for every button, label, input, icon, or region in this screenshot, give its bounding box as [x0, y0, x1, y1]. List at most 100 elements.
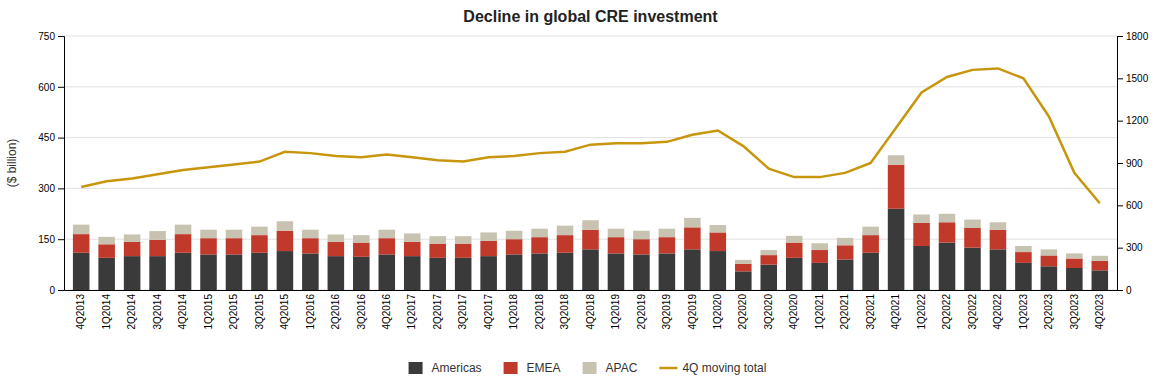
tick-label: 1Q2016	[305, 294, 316, 330]
bar	[837, 245, 854, 259]
bar	[684, 227, 701, 249]
legend-label: 4Q moving total	[682, 361, 766, 375]
bar	[1092, 261, 1109, 270]
bar	[353, 257, 370, 290]
bar-series	[73, 155, 1108, 264]
bar	[175, 253, 192, 290]
bar	[506, 239, 523, 254]
tick-label: 3Q2015	[254, 294, 265, 330]
tick: 2Q2018	[534, 294, 545, 330]
tick-label: 1Q2018	[508, 294, 519, 330]
tick: 2Q2023	[1043, 294, 1054, 330]
tick-label: 3Q2023	[1069, 294, 1080, 330]
bar	[175, 234, 192, 253]
tick-mark	[1117, 163, 1123, 164]
tick: 3Q2016	[356, 294, 367, 330]
tick: 4Q2023	[1094, 294, 1105, 330]
tick-label: 300	[1126, 242, 1143, 253]
bar	[633, 231, 650, 239]
grid	[64, 36, 1117, 290]
grid-line	[64, 137, 1117, 138]
bar	[710, 232, 727, 251]
tick: 4Q2013	[75, 294, 86, 330]
bar	[760, 255, 777, 264]
tick-mark	[58, 138, 64, 139]
tick-label: 1Q2021	[814, 294, 825, 330]
legend-swatch	[583, 362, 597, 374]
bar	[1066, 259, 1083, 268]
tick-label: 600	[1126, 200, 1143, 211]
tick-label: 4Q2023	[1094, 294, 1105, 330]
bar	[149, 231, 166, 240]
bar	[429, 244, 446, 258]
bar	[1041, 249, 1058, 255]
bar	[1092, 256, 1109, 261]
x-axis: 4Q20131Q20142Q20143Q20144Q20141Q20152Q20…	[65, 291, 1118, 330]
tick-label: 1Q2020	[712, 294, 723, 330]
bar	[149, 240, 166, 256]
tick: 4Q2014	[177, 294, 188, 330]
bar	[328, 234, 345, 241]
bar	[429, 258, 446, 290]
tick: 2Q2016	[330, 294, 341, 330]
bar	[964, 228, 981, 248]
bar	[710, 225, 727, 232]
bar	[73, 234, 90, 253]
legend-swatch	[504, 362, 518, 374]
tick-label: 3Q2017	[457, 294, 468, 330]
bar	[98, 244, 115, 258]
tick-label: 3Q2014	[152, 294, 163, 330]
tick: 1Q2016	[305, 294, 316, 330]
bar	[964, 220, 981, 228]
tick: 1Q2017	[406, 294, 417, 330]
bar	[557, 253, 574, 290]
legend-item: 4Q moving total	[659, 361, 766, 375]
bar	[378, 254, 395, 290]
tick: 300	[38, 183, 64, 194]
tick-mark	[1117, 78, 1123, 79]
legend: AmericasEMEAAPAC4Q moving total	[409, 361, 767, 375]
tick: 1500	[1117, 73, 1149, 84]
bar	[251, 253, 268, 290]
bar	[837, 260, 854, 290]
tick-label: 4Q2017	[483, 294, 494, 330]
axis-line	[58, 37, 65, 291]
tick: 4Q2022	[992, 294, 1003, 330]
axis-line	[1118, 37, 1124, 291]
tick-label: 4Q2021	[890, 294, 901, 330]
bar	[480, 256, 497, 290]
tick-label: 1Q2023	[1018, 294, 1029, 330]
tick-label: 1Q2014	[101, 294, 112, 330]
bar	[506, 231, 523, 239]
tick-label: 2Q2019	[636, 294, 647, 330]
bar	[302, 253, 319, 290]
tick-mark	[1117, 205, 1123, 206]
bar	[913, 223, 930, 246]
tick-mark	[1117, 36, 1123, 37]
tick-label: 0	[1126, 285, 1132, 296]
bar	[175, 225, 192, 234]
axis-title: ($ billion)	[5, 139, 19, 188]
bar	[124, 242, 141, 256]
bar	[1041, 266, 1058, 290]
bar	[378, 238, 395, 254]
tick: 4Q2020	[788, 294, 799, 330]
tick: 2Q2022	[941, 294, 952, 330]
tick: 4Q2018	[585, 294, 596, 330]
bar	[939, 214, 956, 222]
bar	[582, 249, 599, 290]
bar	[404, 242, 421, 256]
tick: 1Q2019	[610, 294, 621, 330]
tick-label: 4Q2020	[788, 294, 799, 330]
bar	[1015, 263, 1032, 290]
bar	[735, 271, 752, 290]
bar	[786, 258, 803, 290]
bar	[608, 237, 625, 253]
plot: 015030045060075003006009001200150018004Q…	[38, 31, 1148, 330]
bar	[582, 230, 599, 250]
bar	[939, 243, 956, 290]
bar	[990, 230, 1007, 250]
tick: 4Q2021	[890, 294, 901, 330]
bar	[557, 235, 574, 253]
bar	[939, 222, 956, 242]
